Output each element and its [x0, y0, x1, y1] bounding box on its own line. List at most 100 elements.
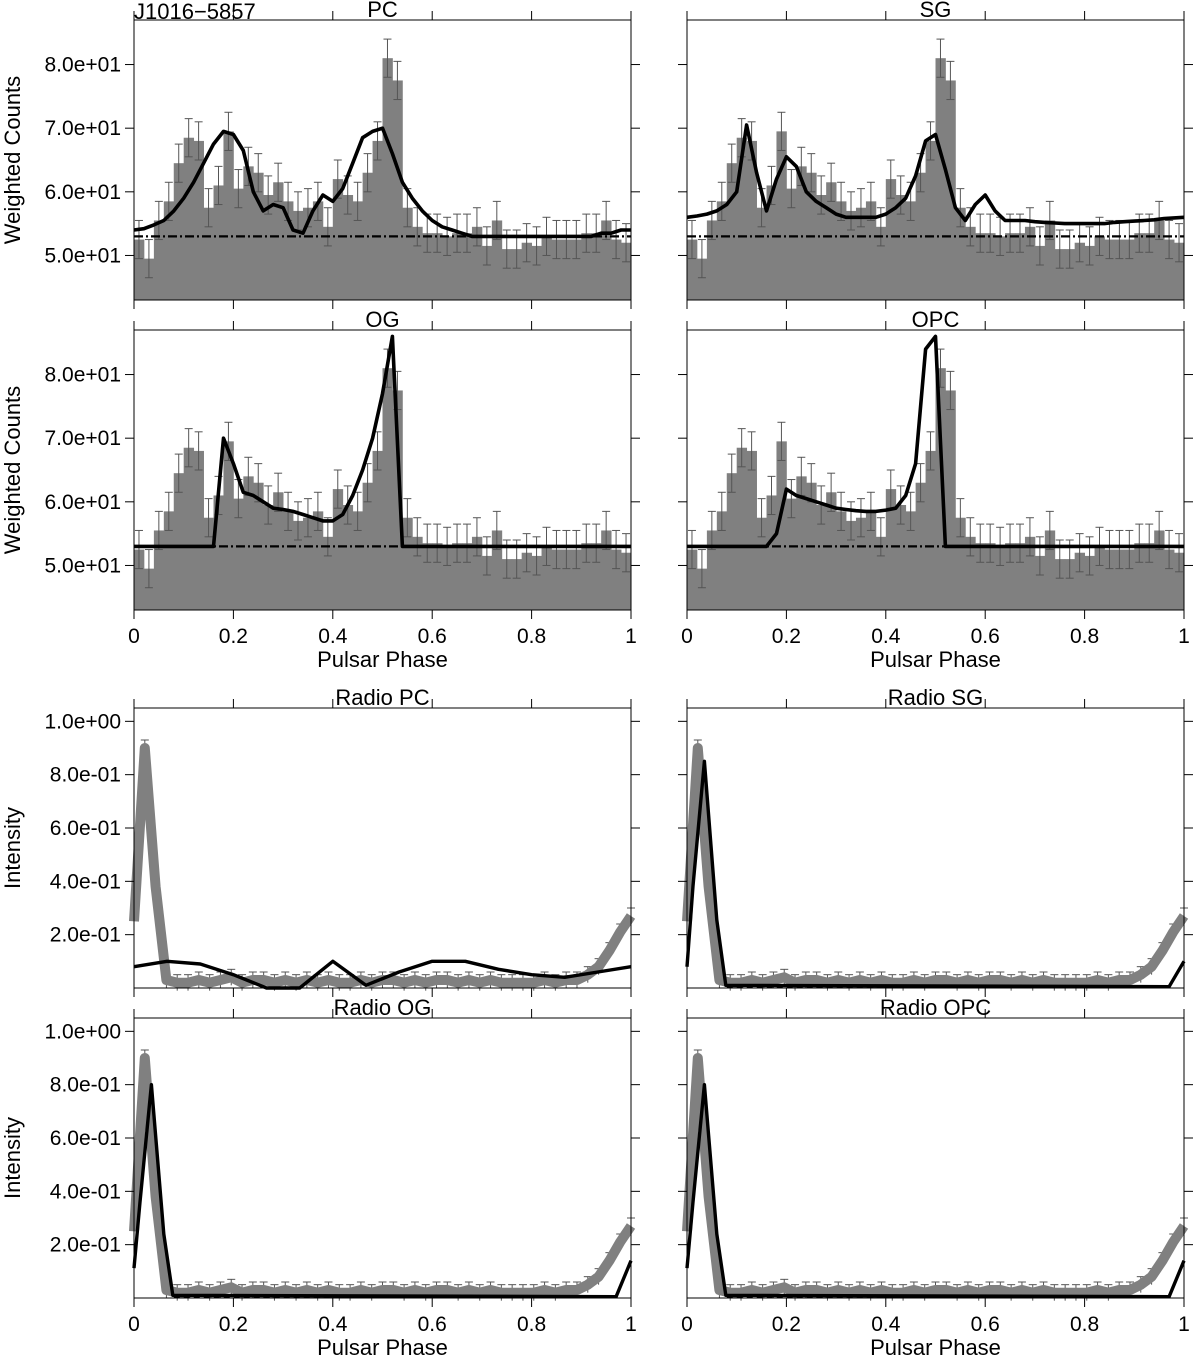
- histogram-bar: [716, 511, 728, 610]
- x-tick-label: 1: [1178, 625, 1190, 648]
- histogram-bar: [716, 201, 728, 300]
- histogram-bar: [726, 163, 738, 300]
- histogram-bar: [776, 441, 787, 610]
- histogram-bar: [865, 201, 877, 300]
- model-curve: [134, 334, 631, 549]
- histogram-bar: [501, 249, 513, 300]
- histogram-bar: [1124, 239, 1135, 300]
- histogram-bar: [786, 188, 797, 300]
- x-tick-label: 1: [625, 625, 637, 648]
- histogram-bar: [173, 473, 185, 610]
- histogram-bar: [471, 536, 483, 610]
- histogram-bar: [826, 182, 837, 300]
- panel-title: OPC: [912, 307, 960, 332]
- histogram-bar: [432, 233, 443, 300]
- histogram-bar: [163, 201, 175, 300]
- histogram-bar: [243, 166, 254, 300]
- x-tick-label: 0.4: [871, 1313, 901, 1336]
- histogram-bar: [342, 195, 354, 300]
- x-tick-label: 0.8: [1070, 1313, 1099, 1336]
- histogram-bar: [491, 220, 503, 300]
- x-tick-label: 0.2: [772, 1313, 801, 1336]
- histogram-bar: [865, 511, 877, 610]
- x-tick-label: 0.8: [517, 625, 546, 648]
- histogram-bar: [1084, 555, 1095, 610]
- histogram-bar: [392, 80, 403, 300]
- histogram-bar: [302, 517, 314, 610]
- histogram-bar: [134, 239, 145, 300]
- histogram-bar: [382, 368, 393, 610]
- histogram-bar: [601, 530, 612, 610]
- histogram-bar: [193, 450, 204, 610]
- histogram-bar: [1015, 543, 1026, 610]
- histogram-bar: [422, 543, 433, 610]
- y-tick-label: 4.0e-01: [50, 1180, 121, 1203]
- histogram-bar: [1024, 226, 1036, 300]
- y-axis-label: Weighted Counts: [0, 76, 25, 244]
- panel-title: Radio OG: [334, 995, 432, 1020]
- histogram-bar: [975, 543, 986, 610]
- histogram-bar: [1054, 249, 1066, 300]
- histogram-bar: [591, 543, 602, 610]
- histogram-bar: [491, 530, 503, 610]
- histogram-bar: [561, 549, 572, 610]
- histogram-bar: [1174, 552, 1185, 610]
- y-axis-label: Intensity: [0, 1117, 25, 1199]
- histogram-bar: [273, 182, 284, 300]
- x-tick-label: 0.6: [971, 625, 1000, 648]
- histogram-bar: [462, 233, 473, 300]
- gamma-pc-panel: 5.0e+01 6.0e+01 7.0e+01 8.0e+01 PC Weighted C…: [0, 0, 640, 309]
- histogram-bar: [412, 536, 423, 610]
- histogram-bar: [1005, 233, 1016, 300]
- x-tick-label: 0: [681, 1313, 693, 1336]
- histogram-bar: [322, 536, 334, 610]
- histogram-bar: [1054, 559, 1066, 610]
- histogram-bar: [985, 233, 996, 300]
- histogram-bar: [1144, 233, 1155, 300]
- observed-profile: [129, 1053, 636, 1298]
- y-tick-label: 8.0e-01: [50, 1074, 121, 1097]
- histogram-bar: [571, 239, 582, 300]
- histogram-bar: [1024, 536, 1036, 610]
- histogram-bar: [203, 207, 214, 300]
- histogram-bar: [531, 555, 542, 610]
- x-axis-label: Pulsar Phase: [870, 1335, 1001, 1359]
- y-tick-label: 8.0e+01: [45, 364, 122, 387]
- y-tick-label: 5.0e+01: [45, 554, 122, 577]
- histogram-bar: [342, 505, 354, 610]
- histogram-bar: [402, 207, 413, 300]
- histogram-bar: [143, 568, 155, 610]
- histogram-bar: [283, 201, 294, 300]
- panel-title: Radio PC: [335, 685, 429, 710]
- radio-opc-panel: 0 0.2 0.4 0.6 0.8 1 Radio OPC Pulsar Phase: [678, 995, 1193, 1359]
- x-tick-label: 0.6: [418, 625, 447, 648]
- histogram-bar: [1134, 543, 1145, 610]
- histogram-bar: [153, 530, 165, 610]
- radio-pc-panel: 2.0e-01 4.0e-01 6.0e-01 8.0e-01 1.0e+00 Radio…: [0, 685, 640, 997]
- histogram-bar: [925, 450, 936, 610]
- model-curve: [687, 334, 1184, 549]
- x-tick-label: 1: [1178, 1313, 1190, 1336]
- radio-sg-panel: Radio SG: [678, 685, 1193, 997]
- x-axis-label: Pulsar Phase: [870, 647, 1001, 672]
- histogram-bar: [223, 441, 234, 610]
- histogram-bar: [134, 549, 145, 610]
- histogram-bar: [786, 498, 797, 610]
- y-tick-label: 6.0e-01: [50, 817, 121, 840]
- histogram-bar: [432, 543, 443, 610]
- histogram-bar: [855, 207, 867, 300]
- histogram-bar: [1044, 530, 1056, 610]
- x-axis-label: Pulsar Phase: [317, 1335, 448, 1359]
- histogram-bar: [885, 489, 897, 610]
- histogram-bar: [1154, 530, 1165, 610]
- histogram-bar: [1104, 239, 1115, 300]
- model-curve: [685, 759, 1186, 989]
- histogram-bar: [481, 245, 493, 300]
- x-tick-label: 0.4: [318, 1313, 348, 1336]
- x-axis-label: Pulsar Phase: [317, 647, 448, 672]
- x-tick-label: 0: [128, 1313, 140, 1336]
- plot-frame: [686, 707, 1185, 989]
- plot-frame: [133, 1017, 632, 1299]
- histogram-bar: [1034, 555, 1046, 610]
